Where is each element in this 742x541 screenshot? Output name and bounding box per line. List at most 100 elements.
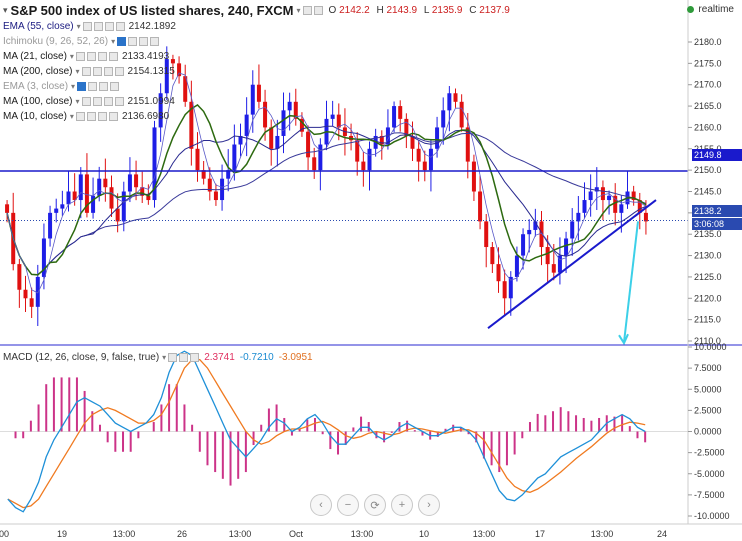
lock-icon[interactable] [104, 22, 114, 31]
eye-icon[interactable] [75, 112, 85, 121]
eye-icon[interactable] [82, 22, 92, 31]
macd-signal-value: -3.0951 [278, 352, 313, 363]
eye-icon[interactable] [117, 37, 127, 46]
settings-icon[interactable] [179, 353, 189, 362]
candle-body [422, 161, 427, 171]
lock-icon[interactable] [103, 67, 113, 76]
eye-icon[interactable] [81, 67, 91, 76]
zoom-in-icon[interactable]: + [391, 494, 413, 516]
lock-icon[interactable] [103, 97, 113, 106]
candle-body [594, 187, 599, 192]
candle-body [496, 264, 501, 282]
indicator-row[interactable]: EMA (3, close) ▾ [3, 79, 120, 94]
macd-y-tick-label: 0.0000 [694, 427, 722, 437]
macd-menu-icon[interactable]: ▾ [162, 353, 167, 362]
y-tick-label: 2115.0 [694, 315, 721, 325]
candle-body [428, 148, 433, 171]
candle-body [643, 212, 648, 222]
indicator-row[interactable]: MA (10, close) ▾ 2136.6980 [3, 109, 169, 124]
eye-icon[interactable] [302, 5, 312, 15]
title-menu-icon[interactable]: ▾ [296, 5, 301, 15]
close-icon[interactable] [108, 112, 118, 121]
indicator-row[interactable]: MA (21, close) ▾ 2133.4193 [3, 49, 169, 64]
close-icon[interactable] [190, 353, 200, 362]
candle-body [263, 101, 268, 128]
candle-body [23, 289, 28, 299]
candle-body [465, 127, 470, 162]
indicator-menu-icon[interactable]: ▾ [75, 97, 80, 106]
candle-body [158, 93, 163, 128]
settings-icon[interactable] [92, 67, 102, 76]
eye-icon[interactable] [168, 353, 178, 362]
macd-legend: MACD (12, 26, close, 9, false, true) ▾ 2… [3, 352, 313, 363]
chart-title: S&P 500 index of US listed shares, 240, … [10, 2, 294, 18]
candle-body [336, 114, 341, 128]
macd-y-tick-label: -5.0000 [694, 469, 725, 479]
macd-y-tick-label: 10.0000 [694, 342, 727, 352]
indicator-row[interactable]: Ichimoku (9, 26, 52, 26) ▾ [3, 34, 160, 49]
candle-body [17, 264, 22, 290]
candle-body [392, 106, 397, 128]
eye-icon[interactable] [77, 82, 87, 91]
candle-body [275, 135, 280, 149]
zoom-out-icon[interactable]: − [337, 494, 359, 516]
settings-icon[interactable] [86, 112, 96, 121]
settings-icon[interactable] [86, 52, 96, 61]
indicator-menu-icon[interactable]: ▾ [71, 82, 76, 91]
candle-body [115, 208, 120, 222]
close-icon[interactable] [150, 37, 160, 46]
eye-icon[interactable] [81, 97, 91, 106]
indicator-name: EMA (3, close) [3, 81, 69, 92]
macd-y-tick-label: -10.0000 [694, 511, 730, 521]
eye-icon[interactable] [75, 52, 85, 61]
settings-icon[interactable] [88, 82, 98, 91]
candle-body [600, 187, 605, 201]
level-price-tag: 2149.8 [692, 149, 742, 161]
candle-body [293, 101, 298, 119]
lock-icon[interactable] [99, 82, 109, 91]
close-icon[interactable] [108, 52, 118, 61]
reset-icon[interactable]: ⟳ [364, 494, 386, 516]
y-tick-label: 2180.0 [694, 37, 722, 47]
candle-body [306, 131, 311, 158]
indicator-row[interactable]: EMA (55, close) ▾ 2142.1892 [3, 19, 176, 34]
indicator-menu-icon[interactable]: ▾ [75, 67, 80, 76]
settings-icon[interactable] [93, 22, 103, 31]
candle-body [48, 212, 53, 239]
candle-body [484, 221, 489, 248]
candle-body [299, 118, 304, 132]
settings-icon[interactable] [313, 5, 323, 15]
close-icon[interactable] [114, 97, 124, 106]
lock-icon[interactable] [97, 52, 107, 61]
ema-55-line [6, 125, 647, 276]
lock-icon[interactable] [139, 37, 149, 46]
y-tick-label: 2175.0 [694, 58, 722, 68]
close-icon[interactable] [114, 67, 124, 76]
x-tick-label: Oct [289, 529, 304, 539]
scroll-left-icon[interactable]: ‹ [310, 494, 332, 516]
macd-label: MACD (12, 26, close, 9, false, true) [3, 352, 160, 363]
settings-icon[interactable] [128, 37, 138, 46]
indicator-row[interactable]: MA (100, close) ▾ 2151.0994 [3, 94, 175, 109]
macd-pane [0, 350, 688, 513]
macd-y-tick-label: 7.5000 [694, 363, 722, 373]
indicator-menu-icon[interactable]: ▾ [76, 22, 81, 31]
candle-body [453, 93, 458, 102]
indicator-menu-icon[interactable]: ▾ [69, 112, 74, 121]
indicator-row[interactable]: MA (200, close) ▾ 2154.1315 [3, 64, 175, 79]
candle-body [238, 135, 243, 145]
scroll-right-icon[interactable]: › [418, 494, 440, 516]
candle-body [232, 144, 237, 171]
y-tick-label: 2160.0 [694, 122, 722, 132]
collapse-icon[interactable]: ▾ [3, 4, 8, 15]
close-icon[interactable] [110, 82, 120, 91]
close-icon[interactable] [115, 22, 125, 31]
candle-body [201, 170, 206, 179]
indicator-menu-icon[interactable]: ▾ [69, 52, 74, 61]
indicator-menu-icon[interactable]: ▾ [111, 37, 116, 46]
candle-body [287, 101, 292, 111]
lock-icon[interactable] [97, 112, 107, 121]
macd-signal-line [7, 359, 646, 509]
macd-line-value: -0.7210 [239, 352, 274, 363]
settings-icon[interactable] [92, 97, 102, 106]
